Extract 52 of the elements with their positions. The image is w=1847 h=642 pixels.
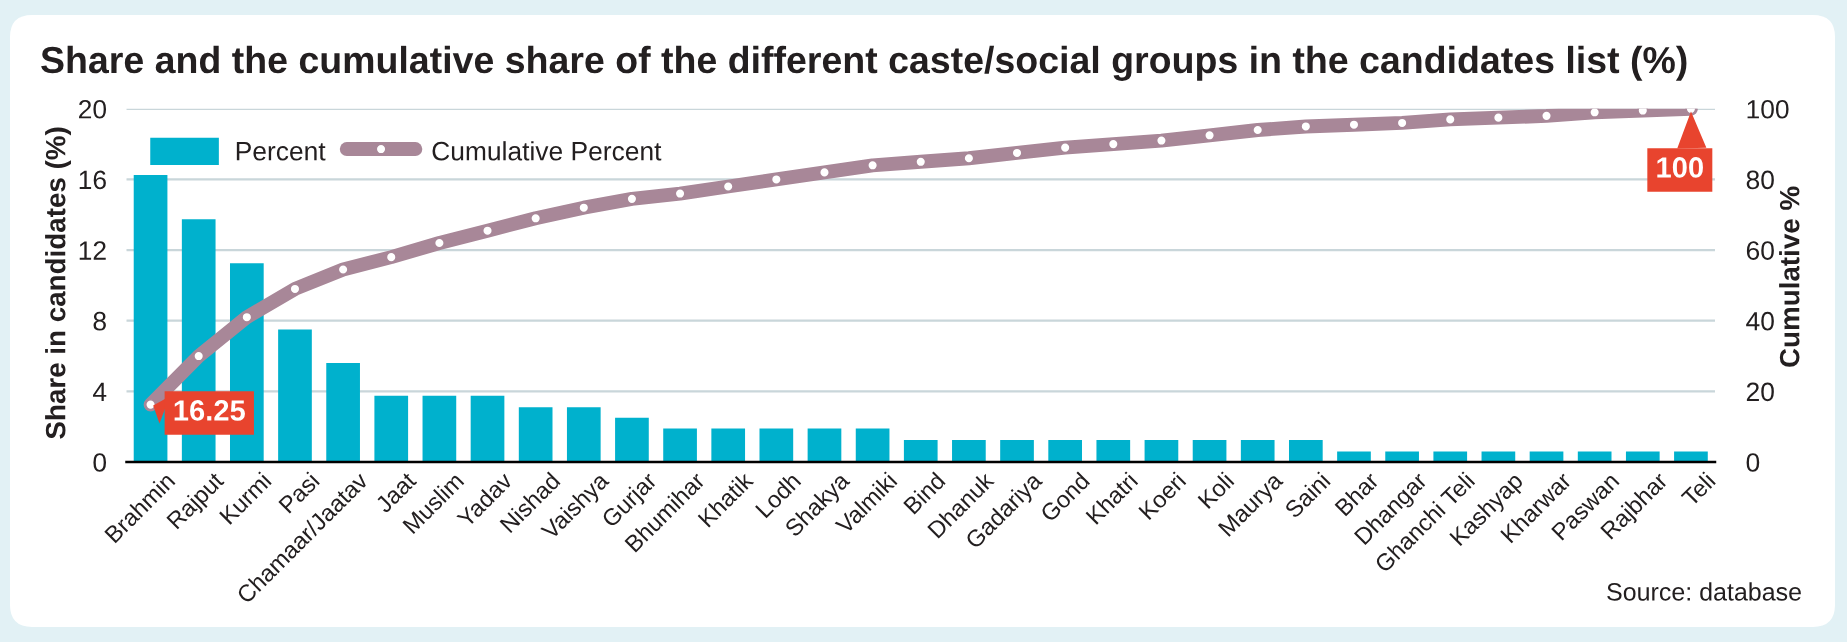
bar (807, 428, 842, 462)
y-tick-label: 20 (79, 99, 107, 119)
legend-label: Cumulative Percent (432, 141, 662, 161)
bar (1577, 451, 1612, 462)
legend-label: Percent (236, 142, 326, 161)
bar (615, 417, 649, 462)
y-tick-label: 16 (79, 170, 106, 190)
y2-axis-title: Cumulative % (1779, 186, 1800, 367)
bar (326, 363, 360, 462)
bar (1000, 439, 1034, 462)
bar (1096, 439, 1131, 462)
data-label: 100 (1657, 157, 1703, 178)
bar (422, 395, 457, 462)
bar (759, 428, 794, 462)
bar (1144, 439, 1179, 462)
y2-tick-label: 100 (1747, 99, 1789, 119)
y2-tick-label: 0 (1746, 453, 1760, 472)
data-label: 16.25 (174, 400, 245, 421)
y-tick-label: 12 (79, 241, 106, 260)
bar (1288, 439, 1323, 462)
bar (1048, 439, 1083, 462)
x-tick-label: Teli (1680, 471, 1716, 508)
bar (518, 407, 553, 462)
bar (278, 329, 312, 462)
bar (1385, 451, 1419, 462)
bar (1674, 451, 1708, 462)
bar (1240, 439, 1275, 462)
bar (1481, 451, 1516, 462)
y-tick-label: 8 (93, 311, 106, 331)
bar (903, 439, 938, 462)
bar (133, 175, 168, 462)
y2-tick-label: 60 (1746, 241, 1774, 260)
bar (711, 428, 746, 462)
y2-tick-label: 80 (1746, 170, 1774, 190)
bar (1433, 451, 1468, 462)
y-tick-label: 0 (93, 453, 107, 472)
y2-tick-label: 40 (1746, 311, 1774, 331)
bar (374, 395, 409, 462)
y-axis-title: Share in candidates (%) (45, 127, 71, 439)
bar (1337, 451, 1371, 462)
bar (952, 439, 986, 462)
bar (1625, 451, 1660, 462)
bar (1529, 451, 1564, 462)
bar (470, 395, 505, 462)
y-tick-label: 4 (92, 382, 107, 401)
bar (566, 407, 601, 462)
bar (1192, 439, 1227, 462)
chart-title: Share and the cumulative share of the different caste/social groups in the candidates list (%) (41, 45, 1687, 81)
bar (855, 428, 890, 462)
source-note: Source: database (1607, 582, 1801, 601)
bar (663, 428, 697, 462)
y2-tick-label: 20 (1746, 382, 1774, 402)
